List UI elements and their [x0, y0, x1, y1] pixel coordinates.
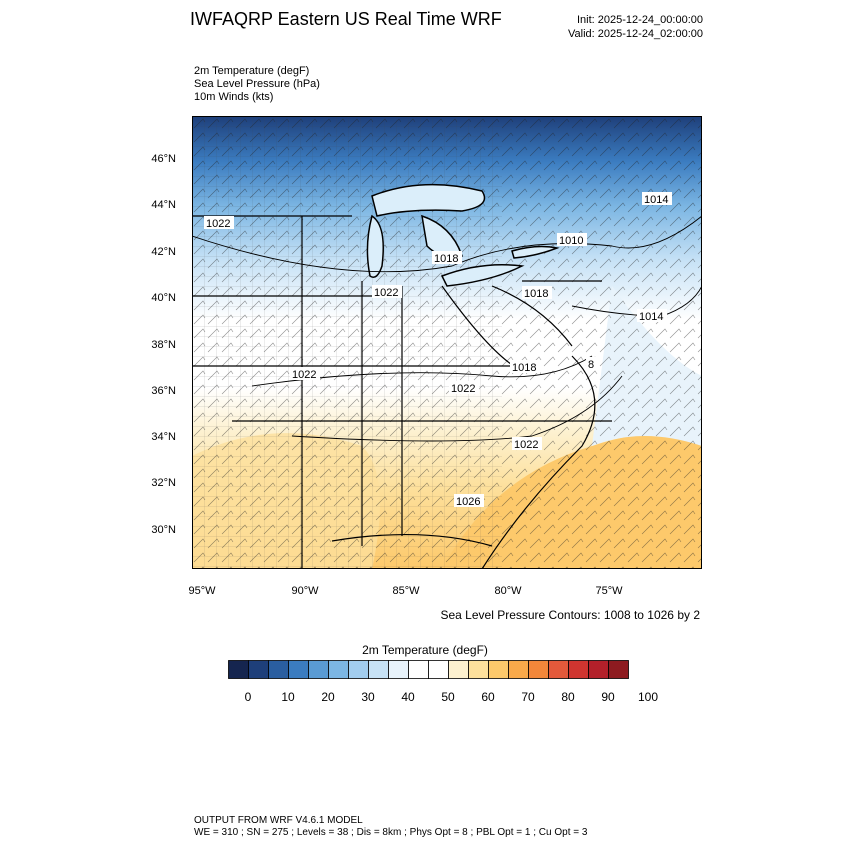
- colorbar-box: [368, 660, 389, 679]
- colorbar-box: [528, 660, 549, 679]
- svg-text:1022: 1022: [514, 439, 538, 451]
- colorbar-box: [348, 660, 369, 679]
- colorbar-box: [488, 660, 509, 679]
- svg-text:1022: 1022: [206, 218, 230, 230]
- lat-label: 36°N: [151, 385, 176, 397]
- colorbar-tick-label: 80: [561, 690, 575, 704]
- svg-text:1010: 1010: [559, 235, 583, 247]
- colorbar-box: [308, 660, 329, 679]
- lat-label: 34°N: [151, 431, 176, 443]
- isobar-label: 1022: [372, 285, 402, 299]
- wind-barbs: [192, 116, 702, 569]
- colorbar-tick-label: 0: [245, 690, 252, 704]
- colorbar-box: [268, 660, 289, 679]
- svg-text:8: 8: [588, 359, 594, 371]
- lake-erie: [440, 264, 525, 287]
- isobar-label: 1018: [522, 286, 552, 300]
- isobar-label: 1018: [432, 251, 462, 265]
- colorbar-box: [468, 660, 489, 679]
- model-config: WE = 310 ; SN = 275 ; Levels = 38 ; Dis …: [194, 827, 588, 838]
- colorbar: 0 10 20 30 40 50 60 70 80 90 100: [228, 660, 658, 704]
- svg-text:1018: 1018: [434, 253, 458, 265]
- lat-label: 42°N: [151, 246, 176, 258]
- run-times: Init: 2025-12-24_00:00:00 Valid: 2025-12…: [568, 13, 703, 41]
- svg-text:1022: 1022: [292, 369, 316, 381]
- field-pressure: Sea Level Pressure (hPa): [194, 78, 320, 90]
- field-list: 2m Temperature (degF) Sea Level Pressure…: [194, 65, 320, 104]
- valid-time: Valid: 2025-12-24_02:00:00: [568, 28, 703, 40]
- field-winds: 10m Winds (kts): [194, 91, 274, 103]
- svg-text:1014: 1014: [644, 194, 668, 206]
- svg-text:1014: 1014: [639, 311, 663, 323]
- lon-label: 95°W: [188, 585, 216, 597]
- colorbar-box: [388, 660, 409, 679]
- colorbar-tick-label: 30: [361, 690, 375, 704]
- isobar-label: 1014: [642, 192, 672, 206]
- lat-label: 40°N: [151, 292, 176, 304]
- lat-label: 30°N: [151, 524, 176, 536]
- lat-label: 44°N: [151, 199, 176, 211]
- colorbar-box: [428, 660, 449, 679]
- svg-text:1018: 1018: [524, 288, 548, 300]
- colorbar-box: [548, 660, 569, 679]
- isobar-label: 1018: [510, 360, 540, 374]
- colorbar-tick-label: 60: [481, 690, 495, 704]
- field-temperature: 2m Temperature (degF): [194, 65, 310, 77]
- colorbar-tick-label: 50: [441, 690, 455, 704]
- isobar-label: 1022: [204, 216, 234, 230]
- isobar-label: 8: [586, 357, 598, 371]
- contour-note: Sea Level Pressure Contours: 1008 to 102…: [440, 608, 701, 622]
- init-time: Init: 2025-12-24_00:00:00: [577, 14, 703, 26]
- chart-title: IWFAQRP Eastern US Real Time WRF: [190, 9, 502, 29]
- lat-label: 38°N: [151, 339, 176, 351]
- lat-label: 32°N: [151, 477, 176, 489]
- svg-text:1022: 1022: [374, 287, 398, 299]
- colorbar-box: [608, 660, 629, 679]
- svg-text:1026: 1026: [456, 496, 480, 508]
- colorbar-tick-label: 10: [281, 690, 295, 704]
- colorbar-box: [408, 660, 429, 679]
- map-frame: [192, 116, 702, 569]
- lake-michigan: [366, 214, 384, 278]
- model-info: OUTPUT FROM WRF V4.6.1 MODEL WE = 310 ; …: [194, 815, 587, 839]
- lake-superior: [371, 183, 486, 217]
- isobar-labels: 1022 1018 1010 1014 1022 1018 1022 1018 …: [204, 192, 672, 508]
- lon-label: 80°W: [494, 585, 522, 597]
- weather-map: 1022 1018 1010 1014 1022 1018 1022 1018 …: [192, 116, 702, 569]
- colorbar-tick-label: 70: [521, 690, 535, 704]
- model-version: OUTPUT FROM WRF V4.6.1 MODEL: [194, 815, 363, 826]
- colorbar-tick-label: 40: [401, 690, 415, 704]
- colorbar-tick-label: 100: [638, 690, 658, 704]
- colorbar-box: [228, 660, 249, 679]
- colorbar-box: [328, 660, 349, 679]
- svg-text:1022: 1022: [451, 383, 475, 395]
- lon-label: 85°W: [392, 585, 420, 597]
- colorbar-box: [288, 660, 309, 679]
- colorbar-box: [448, 660, 469, 679]
- isobar-label: 1022: [449, 381, 479, 395]
- colorbar-tick-label: 90: [601, 690, 615, 704]
- colorbar-tick-label: 20: [321, 690, 335, 704]
- lon-label: 90°W: [291, 585, 319, 597]
- svg-text:1018: 1018: [512, 362, 536, 374]
- colorbar-box: [248, 660, 269, 679]
- isobar-label: 1022: [512, 437, 542, 451]
- colorbar-box: [568, 660, 589, 679]
- colorbar-box: [588, 660, 609, 679]
- colorbar-box: [508, 660, 529, 679]
- isobar-label: 1010: [557, 233, 587, 247]
- isobar-label: 1022: [290, 367, 320, 381]
- isobar-label: 1026: [454, 494, 484, 508]
- colorbar-title: 2m Temperature (degF): [362, 643, 488, 657]
- lat-label: 46°N: [151, 153, 176, 165]
- lon-label: 75°W: [595, 585, 623, 597]
- lake-ontario: [511, 245, 560, 259]
- isobar-label: 1014: [637, 309, 667, 323]
